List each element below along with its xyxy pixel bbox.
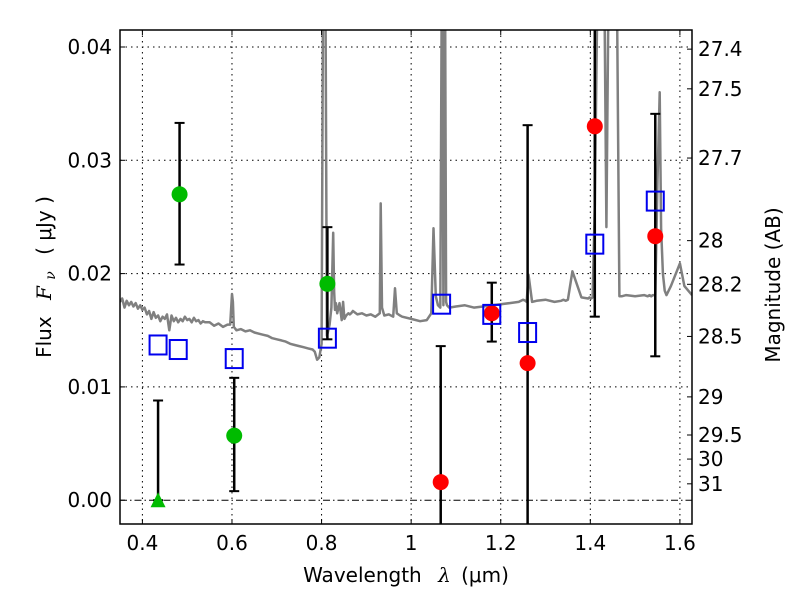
marker-layer (148, 118, 665, 508)
x-tick-label: 0.8 (306, 531, 338, 555)
x-tick-label: 1.2 (485, 531, 517, 555)
y2-tick-label: 27.4 (698, 37, 743, 61)
model-square-marker (317, 327, 337, 349)
tick-layer: 0.4 0.6 0.8 1 1.2 1.4 1.6 0.00 0.01 0.02 0.03 0.04 2… (67, 30, 743, 555)
y2-tick-label: 27.5 (698, 77, 743, 101)
y2-tick-label: 28.2 (698, 272, 743, 296)
y2-tick-label: 27.7 (698, 146, 743, 170)
model-square-marker (645, 190, 665, 212)
y-axis-label-subscript: ν (43, 271, 59, 280)
x-axis-label: Wavelength λ (μm) (303, 563, 509, 587)
y2-tick-label: 29 (698, 385, 723, 409)
x-tick-label: 0.6 (216, 531, 248, 555)
y-axis-label-unit: ( μJy ) (32, 196, 56, 255)
model-square-marker (168, 339, 188, 361)
x-tick-label: 0.4 (126, 531, 158, 555)
y-tick-label: 0.04 (67, 35, 112, 59)
x-axis-label-prefix: Wavelength (303, 563, 422, 587)
red-data-point (586, 118, 603, 135)
model-square-marker (518, 322, 538, 344)
errorbar-layer (153, 30, 661, 524)
red-data-point (647, 228, 664, 245)
model-square-marker (224, 348, 244, 370)
y-axis-label: Flux F ν ( μJy ) (32, 196, 60, 358)
red-data-point (519, 355, 536, 372)
x-axis-label-unit: (μm) (461, 563, 509, 587)
red-data-point (432, 474, 449, 491)
y2-tick-label: 30 (698, 447, 723, 471)
y-tick-label: 0.02 (67, 262, 112, 286)
y2-axis-label: Magnitude (AB) (761, 207, 785, 362)
grid-layer (120, 30, 692, 524)
plot-frame (119, 29, 693, 525)
model-square-marker (585, 233, 605, 255)
y-axis-label-prefix: Flux (32, 316, 56, 358)
model-spectrum-line (120, 30, 692, 361)
y2-tick-label: 29.5 (698, 423, 743, 447)
y-tick-label: 0.00 (67, 488, 112, 512)
y2-tick-label: 28 (698, 229, 723, 253)
x-axis-label-symbol: λ (437, 563, 451, 587)
spectrum-layer (120, 30, 692, 361)
x-tick-label: 1.4 (574, 531, 606, 555)
model-square-marker (148, 334, 168, 356)
y-tick-label: 0.03 (67, 148, 112, 172)
red-data-point (483, 305, 500, 322)
green-data-point (171, 186, 188, 203)
x-tick-label: 1 (405, 531, 418, 555)
y2-tick-label: 28.5 (698, 324, 743, 348)
green-data-point (226, 427, 243, 444)
x-tick-label: 1.6 (664, 531, 696, 555)
y2-tick-label: 31 (698, 472, 723, 496)
model-square-marker (482, 303, 502, 325)
upper-limit-triangle-marker (150, 492, 166, 508)
y-axis-label-symbol: F (32, 285, 56, 301)
model-square-marker (432, 293, 452, 315)
y-tick-label: 0.01 (67, 375, 112, 399)
green-data-point (319, 275, 336, 292)
